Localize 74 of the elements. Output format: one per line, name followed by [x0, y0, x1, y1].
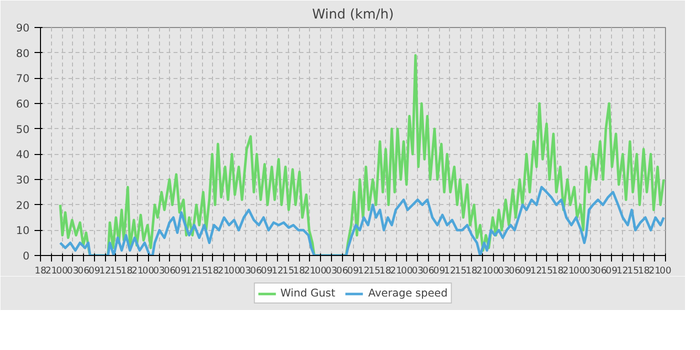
x-tick-label: 18 — [552, 266, 564, 276]
x-tick-label: 00 — [142, 266, 154, 276]
x-tick-label: 15 — [627, 266, 640, 276]
y-tick-label: 60 — [16, 98, 30, 110]
chart-title: Wind (km/h) — [312, 8, 394, 22]
x-tick-label: 00 — [573, 266, 586, 276]
y-tick-label: 90 — [16, 22, 30, 34]
x-tick-label: 21 — [476, 266, 488, 276]
x-tick-label: 21 — [45, 266, 58, 276]
x-tick-label: 18 — [379, 266, 392, 276]
x-tick-label: 03 — [412, 266, 424, 276]
x-tick-label: 09 — [519, 266, 532, 276]
x-tick-label: 15 — [282, 266, 294, 276]
x-tick-label: 06 — [508, 266, 521, 276]
y-tick-label: 50 — [16, 122, 30, 136]
legend-label: Average speed — [368, 286, 448, 300]
x-tick-label: 03 — [153, 266, 166, 276]
y-tick-label: 20 — [16, 198, 30, 212]
x-tick-label: 21 — [304, 266, 316, 276]
x-tick-label: 09 — [606, 266, 618, 276]
x-tick-label: 15 — [368, 266, 381, 276]
x-tick-label: 18 — [206, 266, 219, 276]
x-tick-label: 00 — [487, 266, 500, 276]
x-tick-label: 00 — [228, 266, 240, 276]
y-tick-label: 10 — [16, 224, 30, 238]
x-tick-label: 06 — [78, 266, 90, 276]
x-tick-label: 18 — [120, 266, 133, 276]
x-tick-label: 12 — [272, 266, 284, 276]
x-tick-label: 12 — [444, 266, 456, 276]
x-tick-label: 03 — [498, 266, 510, 276]
y-tick-label: 70 — [16, 72, 30, 86]
x-tick-label: 09 — [260, 266, 273, 276]
x-tick-label: 15 — [196, 266, 208, 276]
x-tick-label: 00 — [314, 266, 327, 276]
x-tick-label: 15 — [454, 266, 467, 276]
x-tick-label: 03 — [239, 266, 252, 276]
x-tick-label: 00 — [660, 266, 672, 276]
x-tick-label: 15 — [110, 266, 122, 276]
x-tick-label: 03 — [326, 266, 338, 276]
x-tick-label: 03 — [66, 266, 79, 276]
legend-label: Wind Gust — [280, 286, 336, 300]
y-tick-label: 80 — [16, 46, 30, 60]
x-tick-label: 09 — [347, 266, 359, 276]
x-tick-label: 12 — [185, 266, 198, 276]
x-tick-label: 06 — [164, 266, 176, 276]
x-tick-label: 06 — [250, 266, 262, 276]
x-tick-label: 03 — [584, 266, 596, 276]
x-tick-label: 18 — [638, 266, 650, 276]
line-series — [59, 186, 665, 256]
x-tick-label: 12 — [616, 266, 628, 276]
x-tick-label: 00 — [400, 266, 413, 276]
x-tick-label: 12 — [358, 266, 370, 276]
line-series — [59, 54, 665, 256]
x-tick-label: 21 — [390, 266, 402, 276]
x-tick-label: 21 — [132, 266, 144, 276]
x-tick-label: 18 — [466, 266, 478, 276]
x-tick-label: 00 — [56, 266, 68, 276]
x-tick-label: 06 — [594, 266, 607, 276]
x-tick-label: 21 — [648, 266, 661, 276]
x-tick-label: 12 — [530, 266, 542, 276]
x-tick-label: 06 — [422, 266, 434, 276]
x-tick-label: 09 — [174, 266, 187, 276]
x-tick-label: 12 — [99, 266, 112, 276]
x-tick-label: 15 — [541, 266, 553, 276]
x-tick-label: 21 — [218, 266, 230, 276]
y-tick-label: 0 — [22, 250, 30, 262]
y-tick-label: 30 — [16, 174, 30, 186]
x-tick-label: 09 — [433, 266, 446, 276]
y-tick-label: 40 — [16, 148, 30, 162]
x-tick-label: 18 — [34, 266, 46, 276]
x-tick-label: 06 — [336, 266, 348, 276]
x-tick-label: 18 — [293, 266, 306, 276]
x-tick-label: 09 — [88, 266, 100, 276]
x-tick-label: 21 — [562, 266, 575, 276]
